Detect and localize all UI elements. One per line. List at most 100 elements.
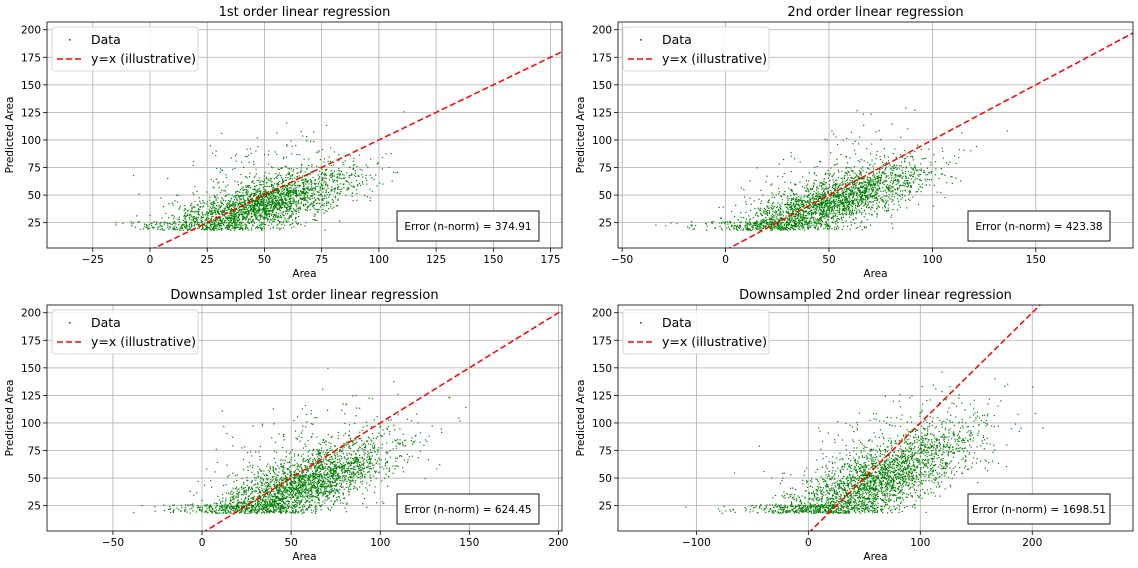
scatter-point [252,209,254,212]
scatter-point [289,207,291,209]
scatter-point [304,189,306,191]
scatter-point [213,220,215,222]
scatter-point [257,202,259,204]
scatter-point [227,224,229,226]
scatter-point [245,176,247,178]
scatter-point [837,199,839,202]
scatter-point [286,210,288,212]
scatter-point [287,184,290,186]
scatter-point [234,213,236,215]
scatter-point [369,174,371,176]
scatter-point [760,219,762,222]
scatter-point [793,203,795,205]
scatter-point [168,228,170,230]
scatter-point [792,198,794,200]
scatter-point [836,194,839,196]
scatter-point [297,210,299,212]
scatter-point [218,223,220,226]
scatter-point [322,209,324,211]
scatter-point [223,211,225,213]
scatter-point [822,220,824,223]
scatter-point [255,200,257,202]
scatter-point [823,190,825,192]
scatter-point [352,168,354,170]
scatter-point [756,228,758,230]
scatter-point [287,188,289,190]
scatter-point [813,217,815,219]
scatter-point [314,213,316,215]
scatter-point [288,207,290,209]
scatter-point [871,195,873,197]
scatter-point [836,163,838,165]
scatter-point [838,194,841,196]
scatter-point [217,209,219,211]
scatter-point [304,199,306,201]
scatter-point [286,184,288,186]
scatter-point [318,194,320,196]
scatter-point [797,216,799,218]
scatter-point [251,198,253,200]
scatter-point [818,204,820,207]
scatter-point [799,181,801,183]
scatter-point [214,224,216,226]
scatter-point [266,200,268,202]
scatter-point [268,215,271,217]
scatter-point [894,175,896,177]
scatter-point [332,189,334,191]
scatter-point [397,171,399,173]
scatter-point [868,213,870,215]
scatter-point [805,223,807,225]
scatter-point [816,196,819,198]
scatter-point [814,172,816,174]
scatter-point [885,195,887,197]
scatter-point [294,190,296,192]
scatter-point [296,184,298,186]
scatter-point [243,201,246,203]
scatter-point [176,201,179,203]
scatter-point [230,229,232,231]
scatter-point [258,203,260,205]
scatter-point [885,199,887,201]
scatter-point [655,224,657,226]
scatter-point [331,186,333,188]
scatter-point [815,223,817,225]
scatter-point [296,154,298,156]
scatter-point [835,185,837,187]
scatter-point [852,171,854,173]
scatter-point [788,197,790,200]
scatter-point [736,227,738,229]
scatter-point [318,178,320,180]
scatter-point [933,184,935,186]
scatter-point [872,190,874,192]
scatter-point [818,197,820,200]
scatter-point [221,228,223,230]
scatter-point [242,217,244,219]
scatter-point [239,200,241,202]
scatter-point [295,195,297,197]
scatter-point [337,186,340,188]
scatter-point [777,213,779,215]
scatter-point [815,213,817,215]
scatter-point [893,180,895,182]
scatter-point [794,228,796,230]
scatter-point [841,184,843,186]
scatter-point [908,198,910,200]
scatter-point [758,198,760,200]
scatter-point [332,175,334,177]
scatter-point [819,197,822,199]
scatter-point [883,195,885,197]
scatter-point [809,198,811,201]
scatter-point [912,174,914,176]
scatter-point [240,182,242,184]
scatter-point [259,224,261,226]
scatter-point [356,179,358,182]
scatter-point [798,199,800,201]
scatter-point [837,221,839,224]
scatter-point [168,203,170,205]
scatter-point [868,197,870,199]
scatter-point [850,186,852,188]
chart-title: 1st order linear regression [219,5,391,20]
scatter-point [257,190,259,192]
scatter-point [294,187,296,189]
